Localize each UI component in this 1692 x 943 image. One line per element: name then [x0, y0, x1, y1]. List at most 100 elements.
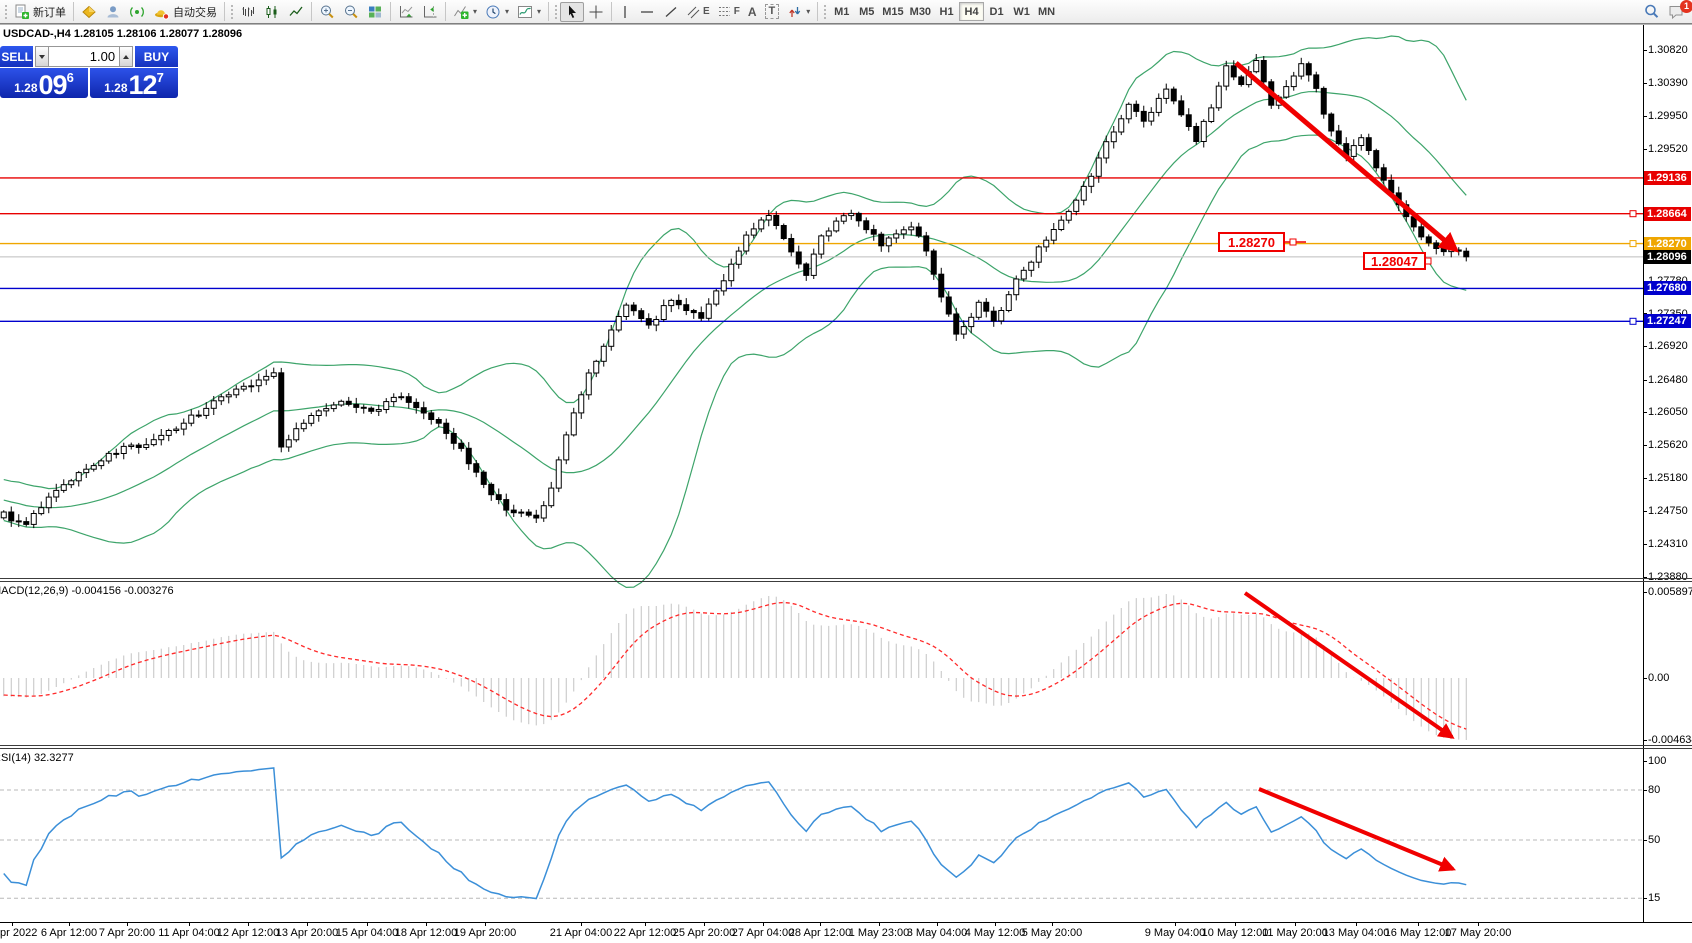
auto-scroll-button[interactable]: [394, 2, 418, 22]
sell-price-prefix: 1.28: [14, 81, 38, 95]
fibonacci-tool-button[interactable]: F: [714, 2, 744, 22]
main-trend-arrow[interactable]: [1234, 61, 1460, 253]
chart-window-button[interactable]: [77, 2, 101, 22]
rsi-trend-arrow[interactable]: [1258, 787, 1456, 872]
price-axis-label: 1.30820: [1648, 44, 1688, 56]
toolbar-separator: [817, 2, 819, 21]
chart-ohlc-title: USDCAD-,H4 1.28105 1.28106 1.28077 1.280…: [3, 28, 243, 40]
pane-separator[interactable]: [0, 748, 1692, 749]
toolbar-grip[interactable]: [230, 4, 234, 19]
new-order-label: 新订单: [33, 6, 66, 19]
time-axis-label: 16 May 12:00: [1384, 927, 1452, 939]
zoom-out-button[interactable]: [339, 2, 363, 22]
dropdown-caret-icon: ▾: [806, 7, 811, 16]
chart-shift-icon: [422, 4, 438, 20]
pane-separator[interactable]: [0, 578, 1692, 579]
toolbar-grip[interactable]: [554, 4, 559, 19]
rsi-axis-label: 15: [1648, 892, 1661, 905]
time-axis-label: 4 May 12:00: [964, 927, 1026, 939]
line-chart-type-button[interactable]: [284, 2, 308, 22]
bar-chart-type-button[interactable]: [236, 2, 260, 22]
signals-button[interactable]: [125, 2, 149, 22]
arrows-icon: [787, 4, 802, 20]
price-callout[interactable]: 1.28047: [1363, 252, 1426, 270]
price-axis-tick: [1643, 478, 1647, 479]
pane-separator[interactable]: [0, 581, 1692, 582]
rsi-axis-label: 50: [1648, 833, 1661, 846]
macd-indicator-label: MACD(12,26,9) -0.004156 -0.003276: [0, 585, 174, 597]
timeframe-m1-button[interactable]: M1: [829, 2, 854, 21]
trendline-icon: [663, 4, 679, 20]
time-axis-label: 10 May 12:00: [1201, 927, 1269, 939]
templates-button[interactable]: ▾: [513, 2, 545, 22]
macd-trend-arrow[interactable]: [1243, 591, 1455, 739]
trendline-tool-button[interactable]: [659, 2, 683, 22]
current-price-label: 1.28096: [1644, 249, 1691, 264]
toolbar-separator: [611, 2, 613, 21]
line-handle[interactable]: [1629, 317, 1637, 325]
buy-label[interactable]: BUY: [134, 46, 179, 67]
tile-windows-button[interactable]: [363, 2, 387, 22]
ohlc-bars-icon: [240, 4, 256, 20]
zoom-in-button[interactable]: [315, 2, 339, 22]
chart-shift-button[interactable]: [418, 2, 442, 22]
time-axis-tick: [1356, 922, 1357, 926]
timeframe-mn-button[interactable]: MN: [1034, 2, 1059, 21]
cursor-tool-button[interactable]: [560, 1, 585, 22]
timeframe-m30-button[interactable]: M30: [907, 2, 934, 21]
buy-price-prefix: 1.28: [104, 81, 128, 95]
timeframe-h1-button[interactable]: H1: [934, 2, 959, 21]
price-level-label: 1.27680: [1644, 281, 1691, 296]
line-handle[interactable]: [1629, 240, 1637, 248]
macd-signal-line: [3, 601, 1467, 730]
timeframe-m15-button[interactable]: M15: [879, 2, 906, 21]
candlestick-chart-type-button[interactable]: [260, 2, 284, 22]
pane-separator[interactable]: [0, 745, 1692, 746]
toolbar-grip[interactable]: [823, 4, 828, 19]
timeframe-m5-button[interactable]: M5: [854, 2, 879, 21]
notifications-button[interactable]: 1: [1664, 0, 1692, 22]
profile-button[interactable]: [101, 2, 125, 22]
timeframe-d1-button[interactable]: D1: [984, 2, 1009, 21]
crosshair-tool-button[interactable]: [584, 2, 608, 22]
callout-handle[interactable]: [1289, 238, 1297, 246]
plot-area[interactable]: [0, 35, 1643, 900]
text-tool-button[interactable]: A: [744, 2, 761, 22]
price-axis-tick: [1643, 83, 1647, 84]
label-tool-button[interactable]: T: [761, 2, 784, 22]
line-handle[interactable]: [1629, 210, 1637, 218]
periods-button[interactable]: ▾: [481, 2, 513, 22]
price-axis-tick: [1643, 50, 1647, 51]
template-icon: [517, 4, 533, 20]
volume-decrease-button[interactable]: [35, 46, 50, 67]
sell-label[interactable]: SELL: [0, 46, 34, 67]
sell-button[interactable]: 1.28 09 6: [0, 68, 88, 98]
gold-ingot-icon: [81, 4, 97, 20]
vertical-line-tool-button[interactable]: [615, 2, 635, 22]
auto-trading-label: 自动交易: [173, 6, 217, 19]
volume-input[interactable]: [49, 46, 120, 67]
timeframe-w1-button[interactable]: W1: [1009, 2, 1034, 21]
auto-trading-button[interactable]: 自动交易: [149, 2, 221, 22]
buy-button[interactable]: 1.28 12 7: [90, 68, 178, 98]
macd-histogram: [3, 594, 1467, 740]
timeframe-h4-button[interactable]: H4: [959, 2, 985, 21]
volume-increase-button[interactable]: [119, 46, 133, 67]
toolbar-separator: [548, 2, 550, 21]
arrows-tool-button[interactable]: ▾: [783, 2, 814, 22]
search-button[interactable]: [1639, 2, 1664, 22]
toolbar-grip[interactable]: [4, 4, 8, 19]
time-axis-tick: [307, 922, 308, 926]
dropdown-caret-icon: ▾: [505, 7, 510, 16]
time-axis-label: 21 Apr 04:00: [549, 927, 613, 939]
horizontal-line-tool-button[interactable]: [635, 2, 659, 22]
dropdown-caret-icon: ▾: [473, 7, 478, 16]
new-order-button[interactable]: 新订单: [10, 2, 70, 22]
clock-icon: [485, 4, 501, 20]
add-indicator-icon: [453, 4, 469, 20]
indicators-button[interactable]: ▾: [449, 2, 481, 22]
buy-price-pip: 7: [156, 70, 164, 85]
channel-tool-button[interactable]: E: [683, 2, 714, 22]
price-callout[interactable]: 1.28270: [1218, 232, 1285, 252]
time-axis-label: 3 May 04:00: [906, 927, 968, 939]
